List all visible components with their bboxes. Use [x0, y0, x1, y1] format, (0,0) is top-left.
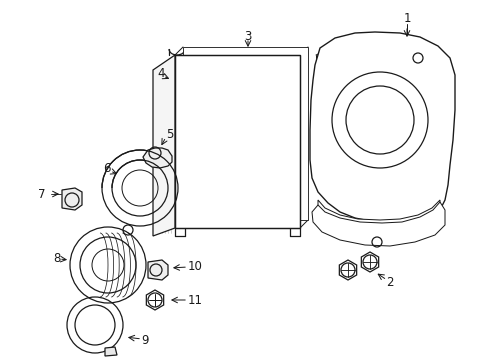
Polygon shape: [317, 200, 439, 235]
Polygon shape: [62, 188, 82, 210]
Polygon shape: [309, 32, 454, 223]
Text: 5: 5: [166, 127, 173, 140]
Text: 2: 2: [386, 275, 393, 288]
Polygon shape: [183, 47, 307, 220]
Text: 11: 11: [187, 293, 202, 306]
Text: 9: 9: [141, 333, 148, 346]
Polygon shape: [175, 55, 299, 228]
Polygon shape: [153, 55, 175, 236]
Polygon shape: [142, 148, 172, 168]
Text: 10: 10: [187, 260, 202, 273]
Text: 8: 8: [53, 252, 61, 265]
Polygon shape: [148, 260, 168, 280]
Polygon shape: [105, 347, 117, 356]
Text: 3: 3: [244, 30, 251, 42]
Text: 7: 7: [38, 188, 46, 201]
Text: 4: 4: [157, 67, 164, 80]
Polygon shape: [311, 202, 444, 246]
Text: 6: 6: [103, 162, 110, 175]
Text: 1: 1: [403, 12, 410, 24]
